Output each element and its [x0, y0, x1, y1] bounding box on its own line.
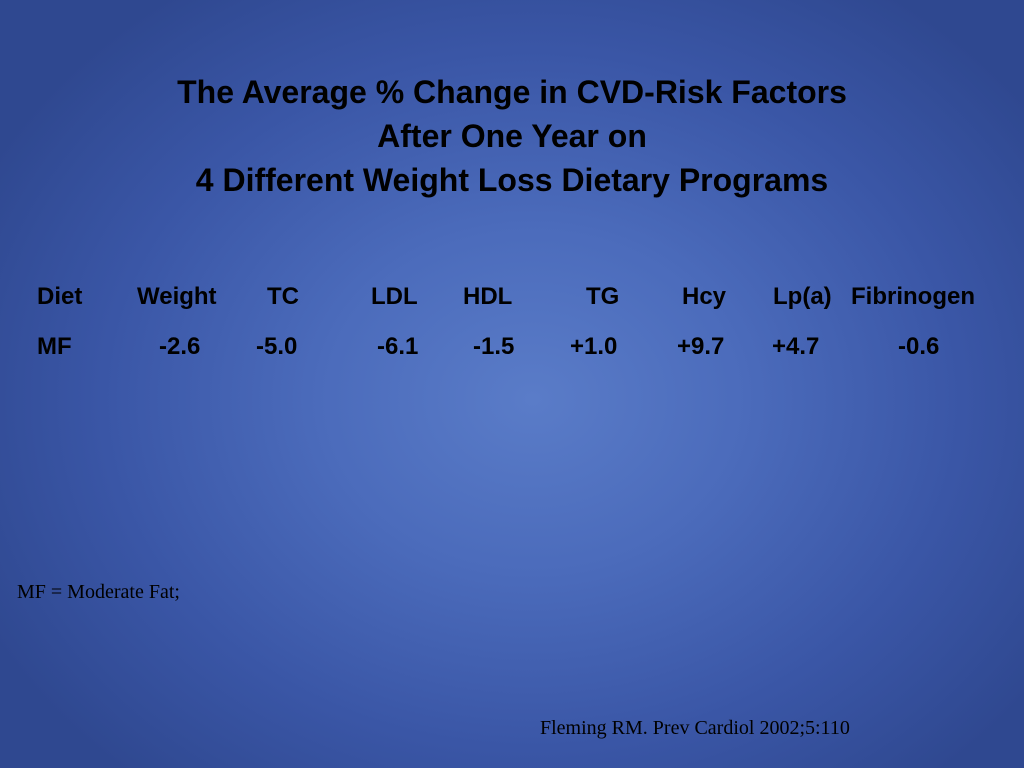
title-line-3: 4 Different Weight Loss Dietary Programs — [195, 162, 829, 198]
header-ldl: LDL — [371, 283, 418, 310]
header-fibrinogen: Fibrinogen — [851, 283, 975, 310]
citation: Fleming RM. Prev Cardiol 2002;5:110 — [540, 717, 850, 739]
header-hcy: Hcy — [682, 283, 727, 310]
title-line-2: After One Year on — [377, 118, 647, 154]
cell-hdl: -1.5 — [473, 333, 515, 360]
cell-lpa: +4.7 — [772, 333, 820, 360]
cell-fibrinogen: -0.6 — [898, 333, 940, 360]
header-tc: TC — [267, 283, 299, 310]
cell-hcy: +9.7 — [677, 333, 725, 360]
cell-weight: -2.6 — [159, 333, 201, 360]
header-diet: Diet — [37, 283, 83, 310]
footnote: MF = Moderate Fat; — [17, 581, 180, 603]
title-line-1: The Average % Change in CVD-Risk Factors — [177, 74, 847, 110]
slide-title: The Average % Change in CVD-Risk Factors… — [0, 70, 1024, 202]
cell-tc: -5.0 — [256, 333, 298, 360]
cell-ldl: -6.1 — [377, 333, 419, 360]
cell-diet: MF — [37, 333, 72, 360]
cell-tg: +1.0 — [570, 333, 618, 360]
header-hdl: HDL — [463, 283, 513, 310]
header-tg: TG — [586, 283, 620, 310]
header-weight: Weight — [137, 283, 217, 310]
header-lpa: Lp(a) — [773, 283, 832, 310]
